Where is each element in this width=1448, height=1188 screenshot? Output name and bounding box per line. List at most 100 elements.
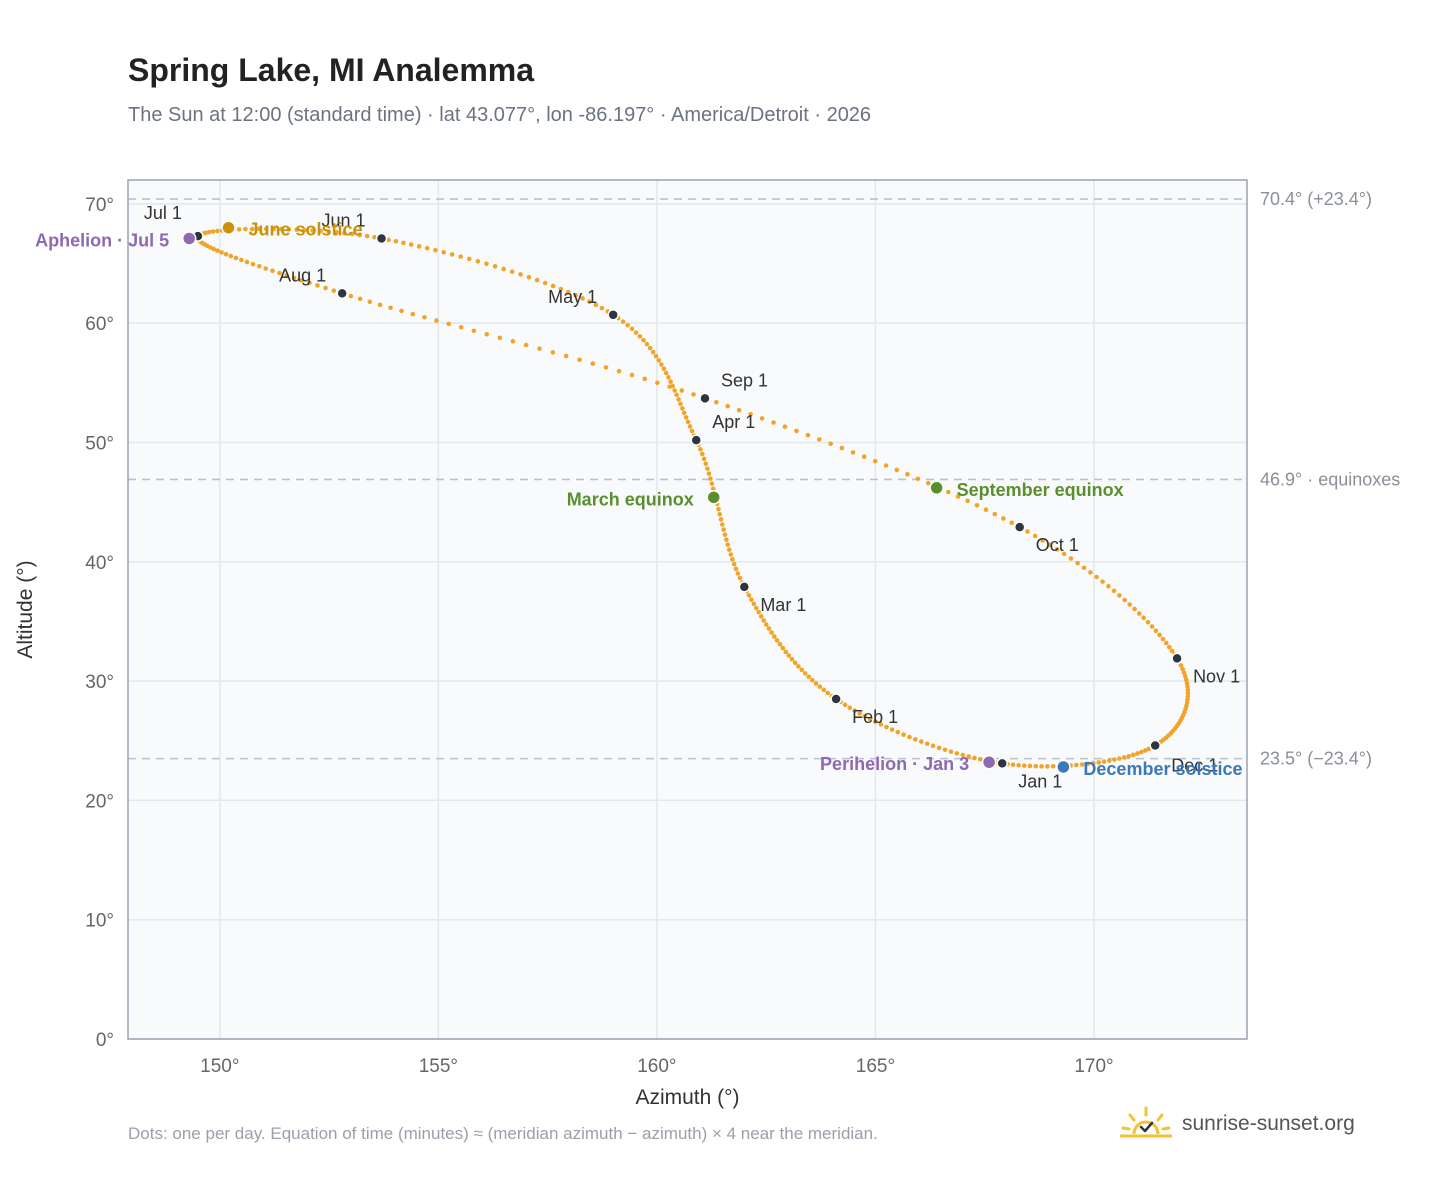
daily-dot: [924, 741, 930, 747]
daily-dot: [656, 358, 662, 363]
daily-dot: [214, 228, 220, 234]
daily-dot: [816, 437, 822, 442]
daily-dot: [960, 752, 966, 758]
daily-dot: [717, 511, 723, 517]
daily-dot: [828, 441, 833, 447]
daily-dot: [733, 566, 739, 572]
daily-dot: [644, 341, 650, 347]
daily-dot: [484, 261, 489, 267]
x-tick-label: 170°: [1074, 1056, 1113, 1077]
daily-dot: [948, 749, 954, 754]
daily-dot: [449, 252, 455, 257]
event-marker: [929, 480, 944, 496]
daily-dot: [725, 403, 730, 409]
event-label: Perihelion · Jan 3: [820, 754, 969, 774]
month-label: Jan 1: [1018, 771, 1062, 791]
daily-dot: [672, 388, 677, 393]
daily-dot: [894, 467, 900, 473]
daily-dot: [424, 245, 430, 251]
daily-dot: [236, 227, 242, 232]
month-marker: [699, 392, 711, 405]
daily-dot: [782, 424, 788, 430]
event-marker: [706, 490, 721, 505]
daily-dot: [302, 227, 307, 233]
y-tick-label: 60°: [85, 314, 114, 335]
month-marker: [1149, 739, 1161, 752]
daily-dot: [1122, 597, 1127, 603]
daily-dot: [239, 257, 244, 263]
daily-dot: [249, 226, 255, 232]
daily-dot: [566, 289, 571, 295]
daily-dot: [573, 292, 578, 298]
daily-dot: [270, 268, 275, 274]
daily-dot: [983, 507, 989, 512]
daily-dot: [501, 266, 506, 272]
daily-dot: [210, 229, 216, 234]
event-label: June solstice: [249, 220, 363, 240]
daily-dot: [1027, 763, 1033, 769]
month-marker: [830, 693, 842, 705]
daily-dot: [714, 399, 719, 405]
reference-line-label: 23.5° (−23.4°): [1260, 749, 1372, 769]
daily-dot: [475, 259, 481, 264]
daily-dot: [1033, 763, 1039, 769]
daily-dot: [794, 428, 799, 434]
daily-dot: [1079, 762, 1085, 767]
month-marker: [738, 581, 751, 593]
daily-dot: [913, 737, 918, 742]
daily-dot: [526, 274, 532, 280]
daily-dot: [789, 656, 795, 662]
daily-dot: [1132, 606, 1137, 612]
daily-dot: [847, 705, 853, 711]
daily-dot: [698, 447, 703, 452]
daily-dot: [751, 601, 757, 607]
daily-dot: [759, 416, 765, 421]
daily-dot: [357, 296, 363, 302]
daily-dot: [918, 739, 924, 744]
daily-dot: [710, 486, 716, 491]
daily-dot: [1016, 762, 1021, 768]
daily-dot: [977, 757, 983, 762]
daily-dot: [701, 456, 707, 462]
month-label: Sep 1: [721, 370, 768, 390]
daily-dot: [550, 283, 556, 289]
daily-dot: [228, 253, 234, 259]
daily-dot: [271, 226, 276, 232]
daily-dot: [1117, 593, 1122, 598]
month-marker: [1013, 521, 1026, 533]
daily-dot: [550, 350, 556, 355]
y-tick-label: 40°: [85, 553, 114, 574]
daily-dot: [746, 593, 752, 598]
daily-dot: [1121, 755, 1127, 760]
daily-dot: [233, 255, 239, 261]
daily-dot: [1039, 764, 1044, 769]
daily-dot: [799, 667, 805, 673]
daily-dot: [842, 702, 848, 708]
month-marker: [607, 309, 619, 321]
reference-line-label: 70.4° (+23.4°): [1260, 189, 1372, 209]
daily-dot: [708, 476, 713, 481]
month-marker: [336, 287, 348, 300]
daily-dot: [563, 353, 569, 359]
daily-dot: [753, 605, 759, 611]
daily-dot: [492, 264, 498, 269]
daily-dot: [291, 275, 297, 281]
brand-text[interactable]: sunrise-sunset.org: [1182, 1112, 1355, 1135]
daily-dot: [401, 240, 406, 246]
daily-dot: [1047, 542, 1053, 548]
daily-dot: [647, 345, 653, 351]
daily-dot: [783, 649, 789, 655]
daily-dot: [1185, 690, 1191, 696]
daily-dot: [965, 498, 970, 504]
daily-dot: [925, 480, 931, 486]
daily-dot: [668, 379, 673, 385]
daily-dot: [666, 375, 671, 380]
daily-dot: [1130, 752, 1136, 758]
daily-dot: [364, 233, 370, 239]
daily-dot: [728, 552, 734, 557]
daily-dot: [342, 230, 347, 236]
daily-dot: [872, 458, 878, 464]
event-label: September equinox: [957, 480, 1124, 500]
brand[interactable]: sunrise-sunset.org: [1120, 1106, 1355, 1142]
daily-dot: [318, 228, 323, 234]
